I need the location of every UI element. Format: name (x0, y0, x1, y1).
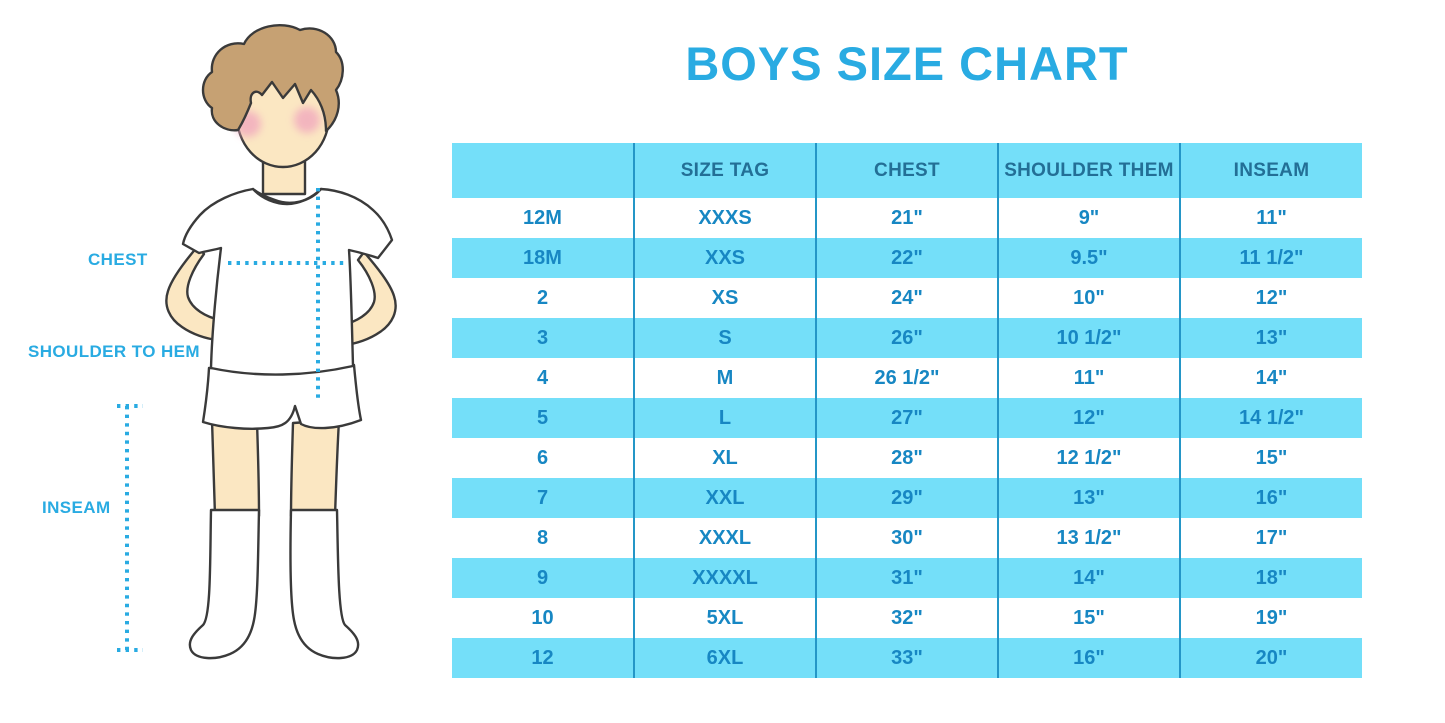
table-cell: 18" (1179, 558, 1362, 598)
size-table-body: 12M XXXS 21" 9" 11" 18M XXS 22" 9.5" 11 1/2" 2 XS 24… (452, 198, 1362, 678)
boy-left-leg (210, 418, 261, 518)
table-cell: 9.5" (997, 238, 1180, 278)
table-cell: 12" (1179, 278, 1362, 318)
boy-illustration (117, 23, 397, 660)
column-header: SIZE TAG (633, 143, 816, 198)
table-cell: 11 1/2" (1179, 238, 1362, 278)
table-cell: 33" (815, 638, 998, 678)
table-cell: 3 (452, 318, 634, 358)
table-cell: 14 1/2" (1179, 398, 1362, 438)
table-cell: 13" (1179, 318, 1362, 358)
table-cell: XXXS (633, 198, 816, 238)
table-cell: 26" (815, 318, 998, 358)
table-row: 6 XL 28" 12 1/2" 15" (452, 438, 1362, 478)
table-cell: XL (633, 438, 816, 478)
boy-shirt-collar (251, 187, 323, 206)
table-cell: 5XL (633, 598, 816, 638)
table-cell: 13" (997, 478, 1180, 518)
table-row: 4 M 26 1/2" 11" 14" (452, 358, 1362, 398)
table-cell: 13 1/2" (997, 518, 1180, 558)
table-cell: 18M (452, 238, 634, 278)
table-cell: 12 (452, 638, 634, 678)
table-cell: 10 1/2" (997, 318, 1180, 358)
table-row: 5 L 27" 12" 14 1/2" (452, 398, 1362, 438)
inseam-label: INSEAM (42, 498, 111, 517)
table-cell: 12 1/2" (997, 438, 1180, 478)
table-cell: 22" (815, 238, 998, 278)
table-cell: 19" (1179, 598, 1362, 638)
boy-hair (201, 23, 344, 133)
table-cell: 28" (815, 438, 998, 478)
table-cell: 16" (997, 638, 1180, 678)
table-row: 7 XXL 29" 13" 16" (452, 478, 1362, 518)
column-header: INSEAM (1179, 143, 1362, 198)
table-cell: L (633, 398, 816, 438)
table-cell: 16" (1179, 478, 1362, 518)
boy-right-cheek (294, 107, 320, 133)
size-table-header: SIZE TAG CHEST SHOULDER THEM INSEAM (452, 143, 1362, 198)
table-cell: 26 1/2" (815, 358, 998, 398)
chest-label: CHEST (88, 250, 148, 269)
table-row: 9 XXXXL 31" 14" 18" (452, 558, 1362, 598)
column-header: SHOULDER THEM (997, 143, 1180, 198)
boy-right-arm (340, 250, 397, 347)
boy-right-leg (289, 418, 341, 518)
column-header: CHEST (815, 143, 998, 198)
table-cell: 4 (536, 366, 549, 389)
table-cell: 20" (1179, 638, 1362, 678)
table-row: 3 S 26" 10 1/2" 13" (452, 318, 1362, 358)
table-cell: 31" (815, 558, 998, 598)
table-cell: XXS (633, 238, 816, 278)
table-row: 8 XXXL 30" 13 1/2" 17" (452, 518, 1362, 558)
table-cell: 9" (997, 198, 1180, 238)
page-title: BOYS SIZE CHART (685, 37, 1129, 90)
table-cell: 32" (815, 598, 998, 638)
table-cell: M (633, 358, 816, 398)
boy-left-sock (188, 508, 261, 660)
table-cell: 12M (523, 206, 562, 229)
table-row: 18M XXS 22" 9.5" 11 1/2" (452, 238, 1362, 278)
table-cell: S (633, 318, 816, 358)
table-cell: 9 (452, 558, 634, 598)
boy-shirt (181, 187, 394, 376)
table-cell: 30" (815, 518, 998, 558)
table-cell: 5 (452, 398, 634, 438)
table-cell: 10 (531, 606, 554, 629)
shoulder-to-hem-label: SHOULDER TO HEM (28, 342, 200, 361)
table-cell: 17" (1179, 518, 1362, 558)
table-row: 10 5XL 32" 15" 19" (452, 598, 1362, 638)
table-cell: 29" (815, 478, 998, 518)
table-cell: 14" (997, 558, 1180, 598)
table-cell: 10" (997, 278, 1180, 318)
size-table: SIZE TAG CHEST SHOULDER THEM INSEAM 12M XXXS… (452, 143, 1362, 678)
table-cell: 6 (536, 446, 549, 469)
boy-left-arm (165, 244, 222, 342)
table-cell: 27" (815, 398, 998, 438)
table-row: 2 XS 24" 10" 12" (452, 278, 1362, 318)
table-cell: 24" (815, 278, 998, 318)
table-cell: 21" (815, 198, 998, 238)
column-header (452, 143, 634, 198)
table-cell: XXXXL (633, 558, 816, 598)
table-cell: 14" (1179, 358, 1362, 398)
table-cell: 12" (997, 398, 1180, 438)
table-cell: 2 (536, 286, 549, 309)
table-cell: XXL (633, 478, 816, 518)
table-cell: 7 (452, 478, 634, 518)
boy-right-sock (289, 508, 360, 660)
table-cell: 15" (1179, 438, 1362, 478)
boy-shorts (201, 363, 363, 430)
table-cell: XXXL (633, 518, 816, 558)
table-cell: 8 (536, 526, 549, 549)
header-row: SIZE TAG CHEST SHOULDER THEM INSEAM (452, 143, 1362, 198)
table-cell: 6XL (633, 638, 816, 678)
table-row: 12M XXXS 21" 9" 11" (452, 198, 1362, 238)
table-cell: 11" (1179, 198, 1362, 238)
table-cell: 15" (997, 598, 1180, 638)
table-row: 12 6XL 33" 16" 20" (452, 638, 1362, 678)
table-cell: XS (633, 278, 816, 318)
table-cell: 11" (997, 358, 1180, 398)
